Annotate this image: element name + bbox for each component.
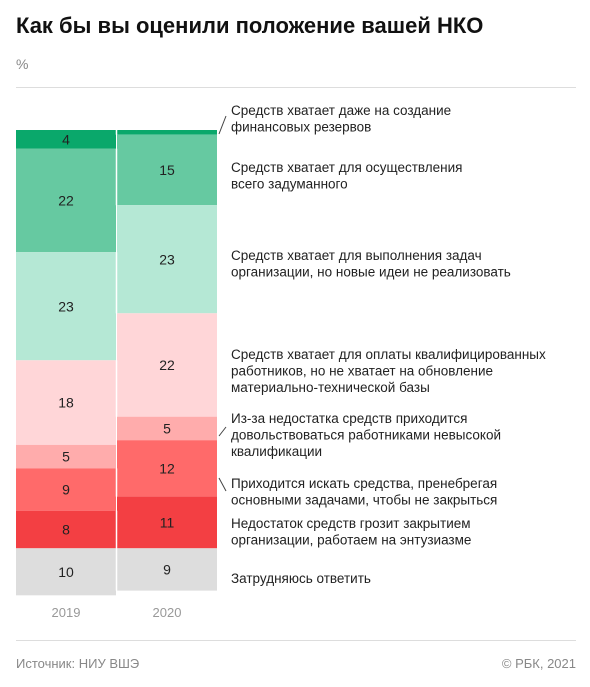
value-label: 22 <box>159 357 175 373</box>
value-label: 4 <box>62 131 70 147</box>
value-label: 12 <box>159 460 175 476</box>
value-label: 23 <box>159 251 175 267</box>
bar-segment <box>16 444 116 469</box>
value-label: 18 <box>58 395 74 411</box>
legend-entry: финансовых резервов <box>231 120 371 135</box>
bar-segment <box>16 360 116 445</box>
legend-entry: Средств хватает для выполнения задач <box>231 248 482 263</box>
bar-segment <box>117 496 217 549</box>
year-label: 2019 <box>52 605 81 620</box>
unit-label: % <box>16 56 29 72</box>
value-label: 9 <box>163 561 171 577</box>
legend-entry: квалификации <box>231 444 322 459</box>
bar-segment <box>117 313 217 417</box>
bar-segment <box>16 130 116 149</box>
legend-entry: материально-технической базы <box>231 380 430 395</box>
leader-line <box>218 426 227 437</box>
top-divider <box>16 87 576 88</box>
value-label: 10 <box>58 564 74 580</box>
bar-segment <box>117 134 217 206</box>
legend-entry: организации, но новые идеи не реализоват… <box>231 265 511 280</box>
bar-segment <box>117 416 217 441</box>
legend-entry: работников, но не хватает на обновление <box>231 364 493 379</box>
source-note: Источник: НИУ ВШЭ <box>16 656 140 671</box>
legend-entry: Приходится искать средства, пренебрегая <box>231 476 497 491</box>
value-label: 22 <box>58 193 74 209</box>
chart-title: Как бы вы оценили положение вашей НКО <box>16 13 484 38</box>
bar-segment <box>16 468 116 511</box>
value-label: 23 <box>58 298 74 314</box>
legend-entry: Средств хватает для оплаты квалифицирова… <box>231 347 546 362</box>
legend-entry: Затрудняюсь ответить <box>231 571 371 586</box>
leader-line <box>218 115 227 135</box>
value-label: 5 <box>163 420 171 436</box>
legend-entry: организации, работаем на энтузиазме <box>231 533 471 548</box>
legend-entry: Из-за недостатка средств приходится <box>231 411 467 426</box>
legend-entry: Недостаток средств грозит закрытием <box>231 516 471 531</box>
bar-segment <box>117 205 217 314</box>
leader-line <box>218 477 227 492</box>
bar-segment <box>16 548 116 596</box>
value-label: 8 <box>62 522 70 538</box>
legend-entry: Средств хватает даже на создание <box>231 103 451 118</box>
bar-segment <box>16 252 116 361</box>
legend-entry: всего задуманного <box>231 177 348 192</box>
legend-entry: Средств хватает для осуществления <box>231 160 463 175</box>
legend-entry: довольствоваться работниками невысокой <box>231 428 501 443</box>
stacked-bar-chart: 4 22 23 18 5 9 8 10 2019 15 23 22 5 12 11 9 2020 Средств … <box>16 103 546 620</box>
bottom-divider <box>16 640 576 641</box>
value-label: 5 <box>62 449 70 465</box>
year-label: 2020 <box>153 605 182 620</box>
bar-segment <box>117 130 217 135</box>
legend-entry: основными задачами, чтобы не закрыться <box>231 493 497 508</box>
value-label: 15 <box>159 162 175 178</box>
bar-segment <box>117 440 217 497</box>
bar-segment <box>16 510 116 549</box>
copyright-note: © РБК, 2021 <box>501 656 576 671</box>
bar-segment <box>16 148 116 253</box>
value-label: 9 <box>62 482 70 498</box>
bar-segment <box>117 548 217 591</box>
value-label: 11 <box>160 514 175 530</box>
